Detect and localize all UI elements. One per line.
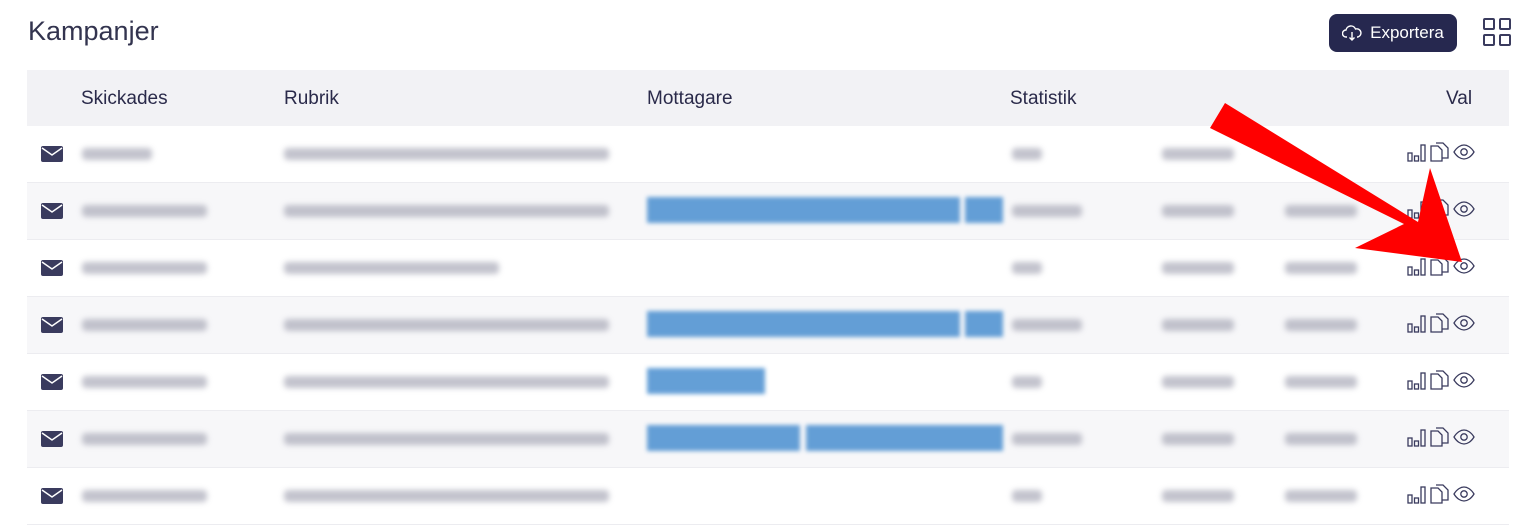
col-statistik[interactable]: Statistik — [1010, 88, 1077, 109]
envelope-icon — [41, 146, 63, 162]
envelope-icon — [41, 488, 63, 504]
subject-blurred[interactable] — [284, 490, 609, 502]
bar-chart-icon[interactable] — [1407, 313, 1427, 333]
subject-blurred[interactable] — [284, 148, 609, 160]
stat-sent-blurred — [1012, 433, 1082, 445]
stat-click-blurred — [1285, 490, 1357, 502]
recipient-tag — [647, 425, 800, 451]
grid-icon[interactable] — [1483, 18, 1511, 46]
copy-icon[interactable] — [1430, 199, 1450, 219]
col-val: Val — [1446, 88, 1473, 109]
envelope-icon — [41, 431, 63, 447]
stat-open-blurred — [1162, 148, 1234, 160]
subject-blurred[interactable] — [284, 319, 609, 331]
bar-chart-icon[interactable] — [1407, 256, 1427, 276]
stat-click-blurred — [1285, 433, 1357, 445]
bar-chart-icon[interactable] — [1407, 370, 1427, 390]
stat-sent-blurred — [1012, 376, 1042, 388]
sent-date-blurred — [82, 433, 207, 445]
stat-sent-blurred — [1012, 148, 1042, 160]
col-rubrik[interactable]: Rubrik — [284, 88, 339, 109]
sent-date-blurred — [82, 376, 207, 388]
table-row[interactable] — [27, 411, 1509, 468]
table-row[interactable] — [27, 126, 1509, 183]
envelope-icon — [41, 317, 63, 333]
copy-icon[interactable] — [1430, 484, 1450, 504]
subject-blurred[interactable] — [284, 376, 609, 388]
subject-blurred[interactable] — [284, 205, 609, 217]
copy-icon[interactable] — [1430, 313, 1450, 333]
sent-date-blurred — [82, 205, 207, 217]
sent-date-blurred — [82, 319, 207, 331]
stat-open-blurred — [1162, 433, 1234, 445]
bar-chart-icon[interactable] — [1407, 427, 1427, 447]
bar-chart-icon[interactable] — [1407, 484, 1427, 504]
stat-sent-blurred — [1012, 490, 1042, 502]
subject-blurred[interactable] — [284, 433, 609, 445]
envelope-icon — [41, 203, 63, 219]
recipient-tag — [965, 311, 1003, 337]
subject-blurred[interactable] — [284, 262, 499, 274]
bar-chart-icon[interactable] — [1407, 142, 1427, 162]
envelope-icon — [41, 260, 63, 276]
copy-icon[interactable] — [1430, 427, 1450, 447]
col-skickades[interactable]: Skickades — [81, 88, 168, 109]
copy-icon[interactable] — [1430, 370, 1450, 390]
table-row[interactable] — [27, 297, 1509, 354]
stat-click-blurred — [1285, 376, 1357, 388]
eye-icon[interactable] — [1453, 427, 1475, 447]
copy-icon[interactable] — [1430, 142, 1450, 162]
stat-click-blurred — [1285, 262, 1357, 274]
bar-chart-icon[interactable] — [1407, 199, 1427, 219]
cloud-download-icon — [1342, 25, 1362, 41]
stat-open-blurred — [1162, 262, 1234, 274]
campaign-table: Skickades Rubrik Mottagare Statistik Val — [27, 70, 1509, 525]
stat-open-blurred — [1162, 205, 1234, 217]
recipient-tag — [647, 311, 960, 337]
recipient-tag — [647, 197, 960, 223]
table-header: Skickades Rubrik Mottagare Statistik Val — [27, 70, 1509, 126]
stat-sent-blurred — [1012, 205, 1082, 217]
eye-icon[interactable] — [1453, 484, 1475, 504]
stat-sent-blurred — [1012, 319, 1082, 331]
copy-icon[interactable] — [1430, 256, 1450, 276]
eye-icon[interactable] — [1453, 370, 1475, 390]
stat-click-blurred — [1285, 205, 1357, 217]
eye-icon[interactable] — [1453, 199, 1475, 219]
eye-icon[interactable] — [1453, 142, 1475, 162]
sent-date-blurred — [82, 148, 152, 160]
stat-sent-blurred — [1012, 262, 1042, 274]
stat-open-blurred — [1162, 319, 1234, 331]
export-label: Exportera — [1370, 23, 1444, 42]
recipient-tag — [647, 368, 765, 394]
sent-date-blurred — [82, 490, 207, 502]
stat-open-blurred — [1162, 490, 1234, 502]
recipient-tag — [965, 197, 1003, 223]
recipient-tag — [806, 425, 1003, 451]
col-mottagare[interactable]: Mottagare — [647, 88, 733, 109]
page-title: Kampanjer — [28, 16, 159, 46]
table-row[interactable] — [27, 468, 1509, 525]
table-row[interactable] — [27, 354, 1509, 411]
sent-date-blurred — [82, 262, 207, 274]
table-row[interactable] — [27, 183, 1509, 240]
table-row[interactable] — [27, 240, 1509, 297]
envelope-icon — [41, 374, 63, 390]
eye-icon[interactable] — [1453, 313, 1475, 333]
stat-open-blurred — [1162, 376, 1234, 388]
eye-icon[interactable] — [1453, 256, 1475, 276]
export-button[interactable]: Exportera — [1329, 14, 1457, 52]
stat-click-blurred — [1285, 319, 1357, 331]
